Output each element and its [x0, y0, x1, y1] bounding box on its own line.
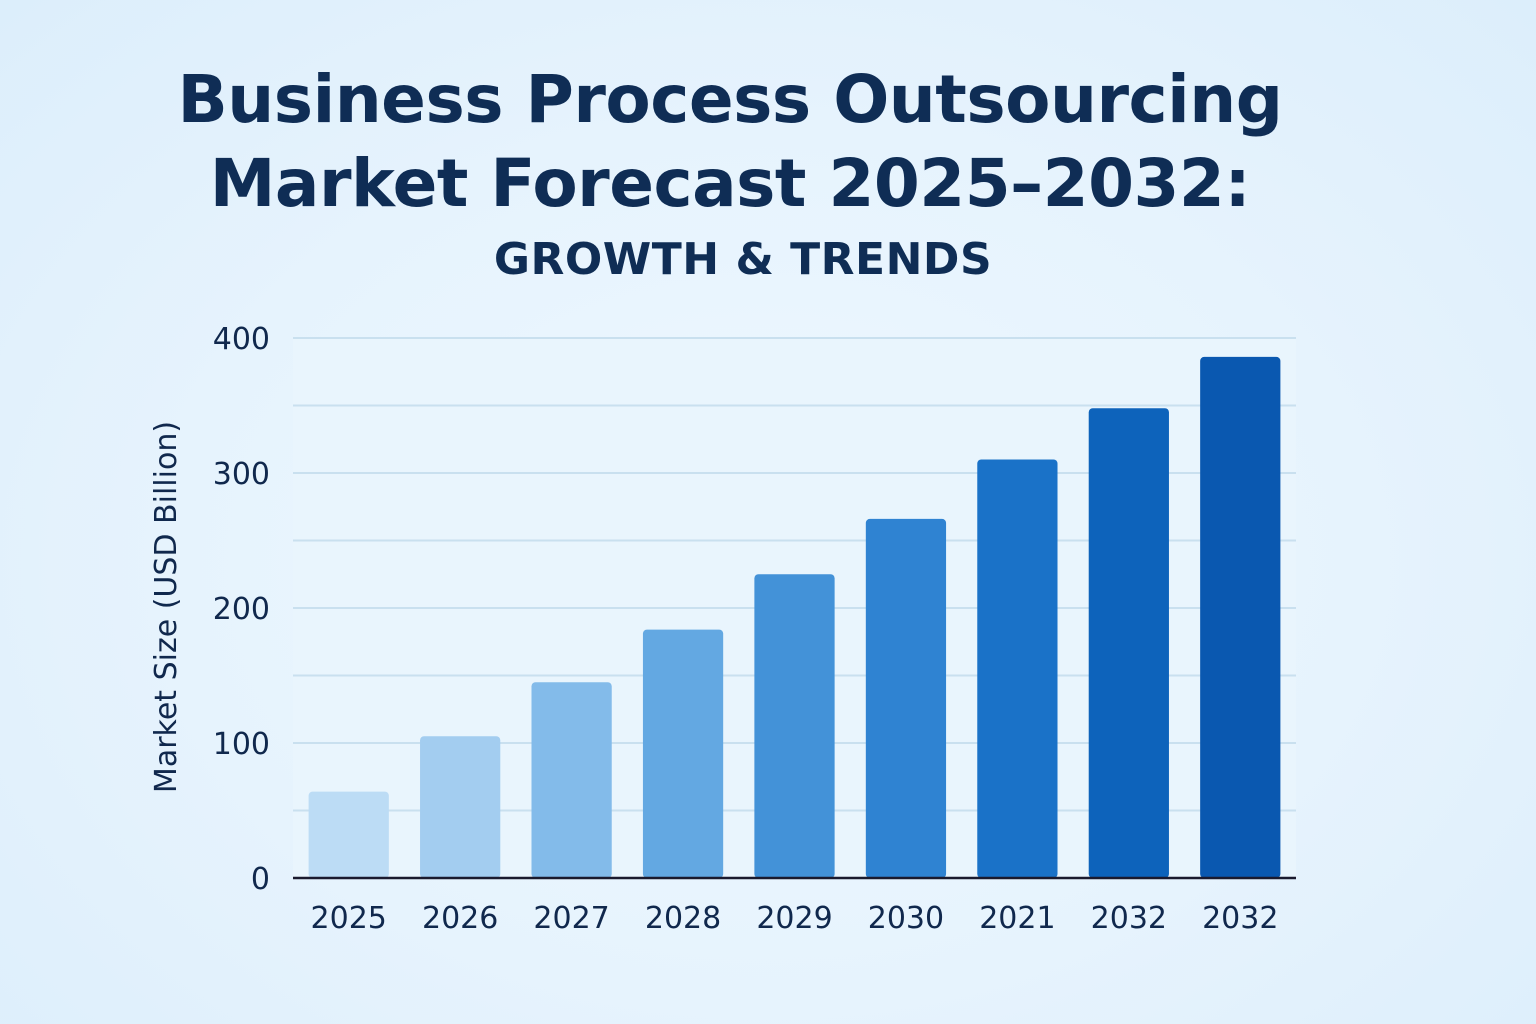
y-tick-label: 200 [213, 592, 270, 627]
bar-2026 [420, 736, 501, 878]
x-tick-labels: 2025 2026 2027 2028 2029 2030 2021 2032 2032 [311, 901, 1279, 936]
x-tick-label: 2028 [645, 901, 721, 936]
x-tick-label: 2025 [311, 901, 387, 936]
bar-2028 [642, 629, 724, 878]
bar-2029 [754, 574, 835, 878]
y-tick-label: 0 [251, 862, 270, 897]
x-tick-label: 2027 [533, 901, 609, 936]
x-tick-label: 2029 [756, 901, 832, 936]
x-tick-label: 2032 [1091, 901, 1167, 936]
x-tick-label: 2032 [1202, 901, 1278, 936]
chart-title-line2: Market Forecast 2025–2032: [209, 145, 1251, 222]
y-tick-label: 300 [213, 457, 270, 492]
x-tick-label: 2026 [422, 901, 498, 936]
bars [308, 356, 1281, 878]
x-tick-label: 2021 [979, 901, 1055, 936]
chart-subtitle: GROWTH & TRENDS [493, 234, 993, 285]
bar-2032 [1088, 408, 1169, 878]
bar-2032 [1200, 356, 1281, 878]
bar-2030 [865, 518, 947, 878]
y-axis-title: Market Size (USD Billion) [149, 421, 184, 793]
y-tick-label: 400 [213, 322, 270, 357]
y-tick-label: 100 [213, 727, 270, 762]
y-tick-labels: 0 100 200 300 400 [213, 322, 270, 897]
bar-2025 [308, 791, 389, 878]
x-tick-label: 2030 [868, 901, 944, 936]
chart-title-line1: Business Process Outsourcing [177, 61, 1283, 138]
bar-2027 [531, 682, 612, 878]
bar-2021 [977, 459, 1058, 878]
